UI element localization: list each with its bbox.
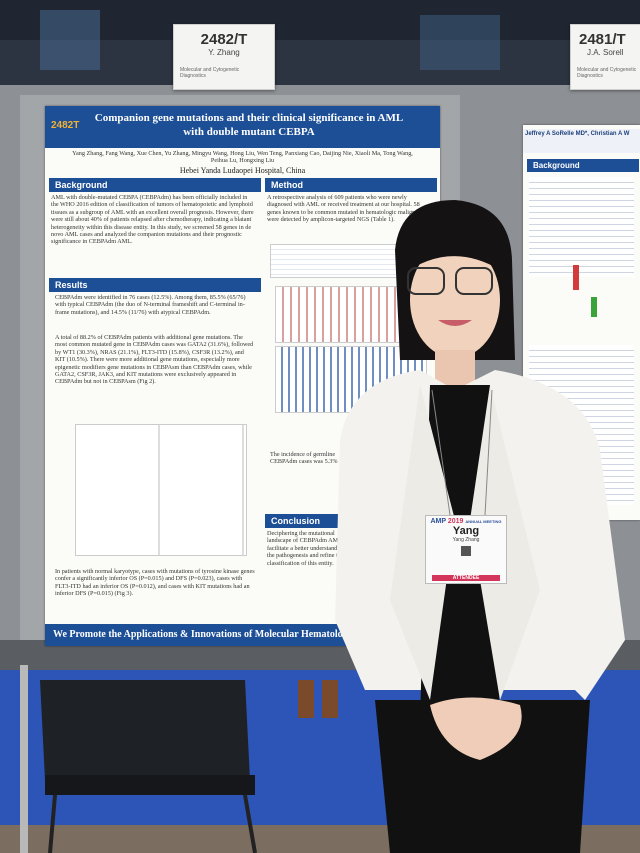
sign-name: J.A. Sorell <box>587 48 624 57</box>
text-block <box>529 177 634 277</box>
ceiling-light <box>40 10 100 70</box>
ceiling-light <box>420 15 500 70</box>
face <box>410 242 500 358</box>
sign-number: 2482/T <box>200 31 248 48</box>
chair-seat <box>45 775 255 795</box>
section-text: Deciphering the mutational landscape of … <box>267 530 357 567</box>
badge-header: AMP 2019 ANNUAL MEETING <box>426 518 506 525</box>
poster-authors: Yang Zhang, Fang Wang, Xue Chen, Yu Zhan… <box>72 150 413 165</box>
badge-first-name: Yang <box>452 525 480 537</box>
poster-tag: 2482T <box>51 120 80 131</box>
sign-topic: Molecular and Cytogenetic Diagnostics <box>577 67 637 79</box>
badge-event: AMP <box>430 518 446 525</box>
badge-year: 2019 <box>447 518 464 525</box>
glasses <box>407 267 445 295</box>
chair-leg <box>48 794 57 853</box>
lanyard <box>431 389 451 516</box>
section-heading: Background <box>49 178 261 192</box>
board-post <box>20 665 28 853</box>
result-item: In patients with normal karyotype, cases… <box>55 568 255 598</box>
section-heading: Results <box>49 278 261 292</box>
chair-back <box>40 680 250 780</box>
poster-title: Companion gene mutations and their clini… <box>94 112 404 138</box>
section-text: AML with double-mutated CEBPA (CEBPAdm) … <box>51 194 254 246</box>
lapel <box>390 385 455 700</box>
poster-authors: Jeffrey A SoRelle MD*, Christian A W <box>523 129 640 153</box>
result-item: A total of 88.2% of CEBPAdm patients wit… <box>55 334 254 386</box>
arrow-down <box>591 297 597 317</box>
section-heading: Background <box>527 159 639 172</box>
survival-figure <box>75 424 247 556</box>
booth-sign: 2481/T J.A. Sorell Molecular and Cytogen… <box>570 24 640 90</box>
section-text: The incidence of germline CEBPAdm cases … <box>270 451 344 466</box>
lanyard <box>484 389 493 516</box>
qr-code <box>461 546 471 556</box>
result-item: CEBPAdm were identified in 76 cases (12.… <box>55 294 246 316</box>
sign-topic: Molecular and Cytogenetic Diagnostics <box>180 67 240 79</box>
hands <box>430 697 522 760</box>
sign-number: 2481/T <box>579 31 626 48</box>
sign-name: Y. Zhang <box>208 48 240 57</box>
badge-full-name: Yang Zhang <box>452 537 480 543</box>
booth-sign: 2482/T Y. Zhang Molecular and Cytogeneti… <box>173 24 275 90</box>
arrow-up <box>573 265 579 290</box>
boot <box>298 680 314 718</box>
chair-leg <box>243 794 257 853</box>
badge-meeting: ANNUAL MEETING <box>465 519 502 524</box>
poster-affiliation: Hebei Yanda Ludaopei Hospital, China <box>179 166 306 175</box>
smile <box>438 320 472 326</box>
boot <box>322 680 338 718</box>
badge: AMP 2019 ANNUAL MEETING Yang Yang Zhang … <box>425 515 507 584</box>
bangs <box>400 231 500 275</box>
section-heading: Method <box>265 178 437 192</box>
badge-role: ATTENDEE <box>432 575 500 581</box>
pants <box>375 700 590 853</box>
glasses <box>455 267 493 295</box>
ceiling-dark <box>0 0 640 40</box>
section-text: A retrospective analysis of 609 patients… <box>267 194 431 224</box>
poster-header: 2482T Companion gene mutations and their… <box>45 106 440 148</box>
